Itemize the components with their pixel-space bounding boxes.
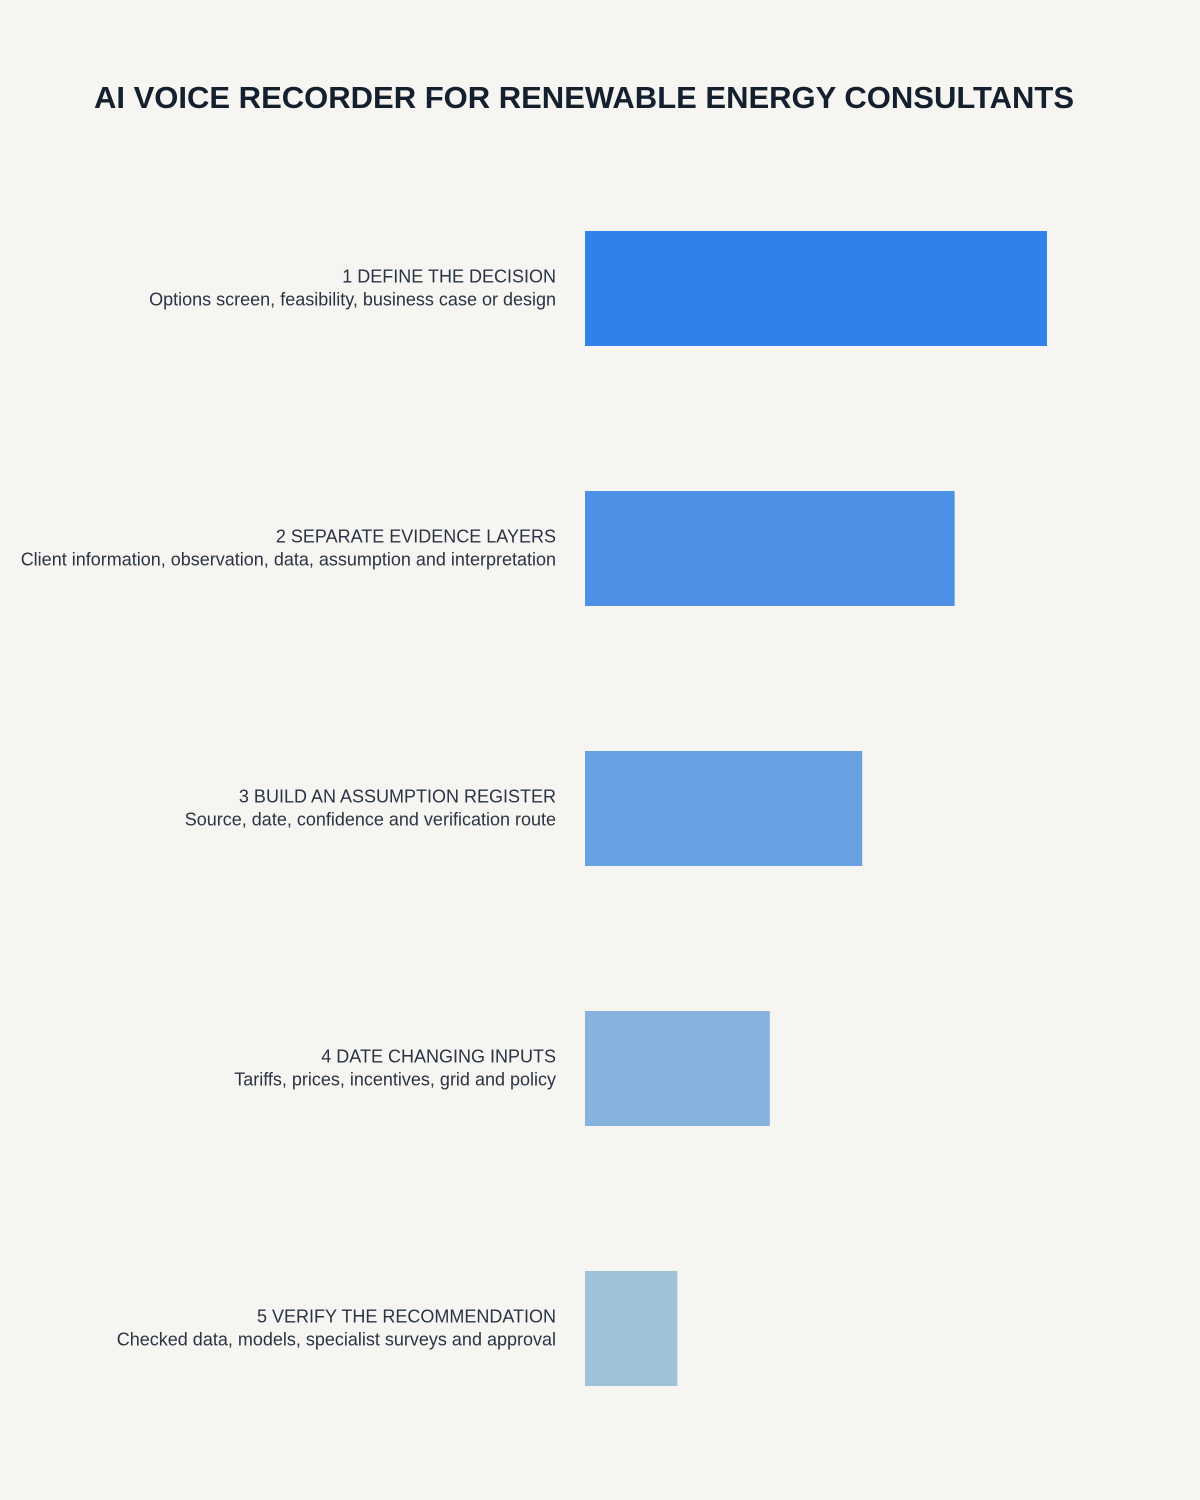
category-label: 5 VERIFY THE RECOMMENDATION xyxy=(257,1306,556,1326)
category-description: Client information, observation, data, a… xyxy=(21,549,556,569)
category-description: Tariffs, prices, incentives, grid and po… xyxy=(234,1069,556,1089)
chart-title: AI VOICE RECORDER FOR RENEWABLE ENERGY C… xyxy=(94,80,1074,115)
bar xyxy=(585,1011,770,1126)
bar xyxy=(585,231,1047,346)
bar xyxy=(585,751,863,866)
category-description: Checked data, models, specialist surveys… xyxy=(117,1329,556,1349)
bar xyxy=(585,491,955,606)
category-label: 1 DEFINE THE DECISION xyxy=(342,266,556,286)
category-description: Source, date, confidence and verificatio… xyxy=(185,809,556,829)
category-label: 3 BUILD AN ASSUMPTION REGISTER xyxy=(239,786,556,806)
category-description: Options screen, feasibility, business ca… xyxy=(149,289,556,309)
bar xyxy=(585,1271,678,1386)
category-label: 4 DATE CHANGING INPUTS xyxy=(321,1046,556,1066)
category-label: 2 SEPARATE EVIDENCE LAYERS xyxy=(276,526,556,546)
